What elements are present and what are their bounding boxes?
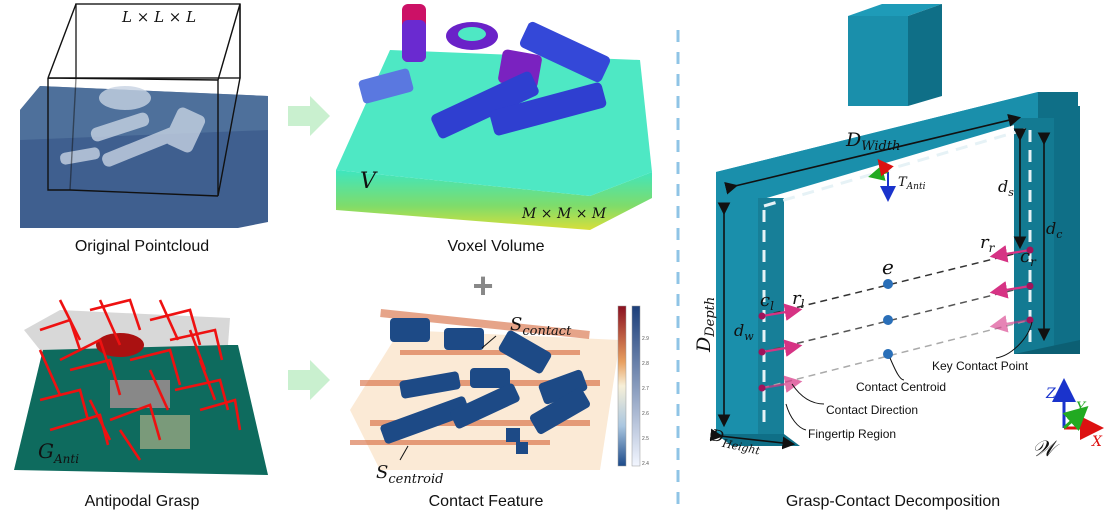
voxel-volume-side	[336, 170, 652, 230]
colorbar-contact	[617, 305, 627, 467]
contact-label: Scontact	[510, 314, 572, 339]
ds-label: ds	[998, 177, 1014, 199]
axis-z-label: Z	[1045, 386, 1056, 402]
grasp-label: GAnti	[38, 439, 79, 466]
world-frame-label: 𝒲	[1032, 437, 1060, 462]
cl-label: cl	[760, 290, 774, 313]
flow-arrow-bottom	[288, 360, 330, 400]
contact-direction-label: Contact Direction	[826, 403, 918, 417]
colorbar-centroid	[631, 305, 641, 467]
colorbar-tick-5: 2.4	[642, 461, 649, 467]
volume-symbol: V	[360, 169, 378, 194]
caption-voxel-volume: Voxel Volume	[448, 238, 545, 255]
contact-direction-arrows	[761, 245, 1031, 393]
colorbar-tick-1: 2.8	[642, 361, 649, 367]
bounding-cube	[47, 3, 241, 197]
voxel-panel: V M × M × M Voxel Volume	[336, 4, 652, 255]
centroid-label: Scentroid	[376, 462, 443, 487]
caption-decomposition: Grasp-Contact Decomposition	[786, 493, 1000, 510]
voxel-objects	[358, 4, 611, 139]
grasp-table	[14, 345, 268, 475]
contact-feature-points	[350, 309, 620, 470]
contact-centroid-label: Contact Centroid	[856, 380, 946, 394]
pointcloud-objects	[60, 86, 206, 167]
cube-size-label: L × L × L	[121, 8, 196, 26]
colorbars: 2.9 2.8 2.7 2.6 2.5 2.4	[617, 305, 649, 467]
t-anti-label: TAnti	[898, 175, 926, 192]
grasp-panel: GAnti Antipodal Grasp	[14, 298, 268, 510]
cr-label: cr	[1020, 246, 1037, 269]
contact-lines	[761, 249, 1031, 389]
caption-antipodal-grasp: Antipodal Grasp	[85, 493, 200, 510]
fingertip-region-label: Fingertip Region	[808, 427, 896, 441]
colorbar-tick-3: 2.6	[642, 411, 649, 417]
depth-label: DDepth	[693, 297, 718, 353]
width-label: DWidth	[845, 129, 900, 154]
rl-label: rl	[792, 288, 805, 311]
colorbar-tick-2: 2.7	[642, 386, 649, 392]
plus-sign: +	[472, 265, 493, 306]
grasp-poses	[38, 298, 242, 461]
e-label: e	[882, 255, 894, 279]
caption-original-pointcloud: Original Pointcloud	[75, 238, 209, 255]
colorbar-tick-4: 2.5	[642, 436, 649, 442]
contact-centroids	[883, 279, 893, 359]
contact-feature-panel: Scontact Scentroid 2.9 2.8 2.7 2.6 2.5 2…	[350, 305, 649, 510]
contact-points	[758, 246, 1034, 392]
decomposition-panel: DWidth TAnti DDepth DHeight ds dc dw cl …	[693, 4, 1104, 510]
volume-size-label: M × M × M	[521, 206, 607, 222]
axis-y-label: Y	[1076, 400, 1087, 416]
dc-label: dc	[1046, 219, 1062, 241]
dw-label: dw	[734, 321, 754, 343]
annotation-leaders	[785, 321, 1033, 431]
caption-contact-feature: Contact Feature	[429, 493, 544, 510]
dimension-arrows	[709, 114, 1051, 450]
key-contact-point-label: Key Contact Point	[932, 359, 1029, 373]
pointcloud-panel: L × L × L Original Pointcloud	[20, 3, 268, 255]
grasp-frame	[868, 158, 896, 202]
rr-label: rr	[980, 232, 996, 255]
flow-arrow-top	[288, 96, 330, 136]
world-axes: Z Y X 𝒲	[1032, 378, 1104, 462]
axis-x-label: X	[1091, 434, 1103, 450]
colorbar-tick-0: 2.9	[642, 336, 649, 342]
